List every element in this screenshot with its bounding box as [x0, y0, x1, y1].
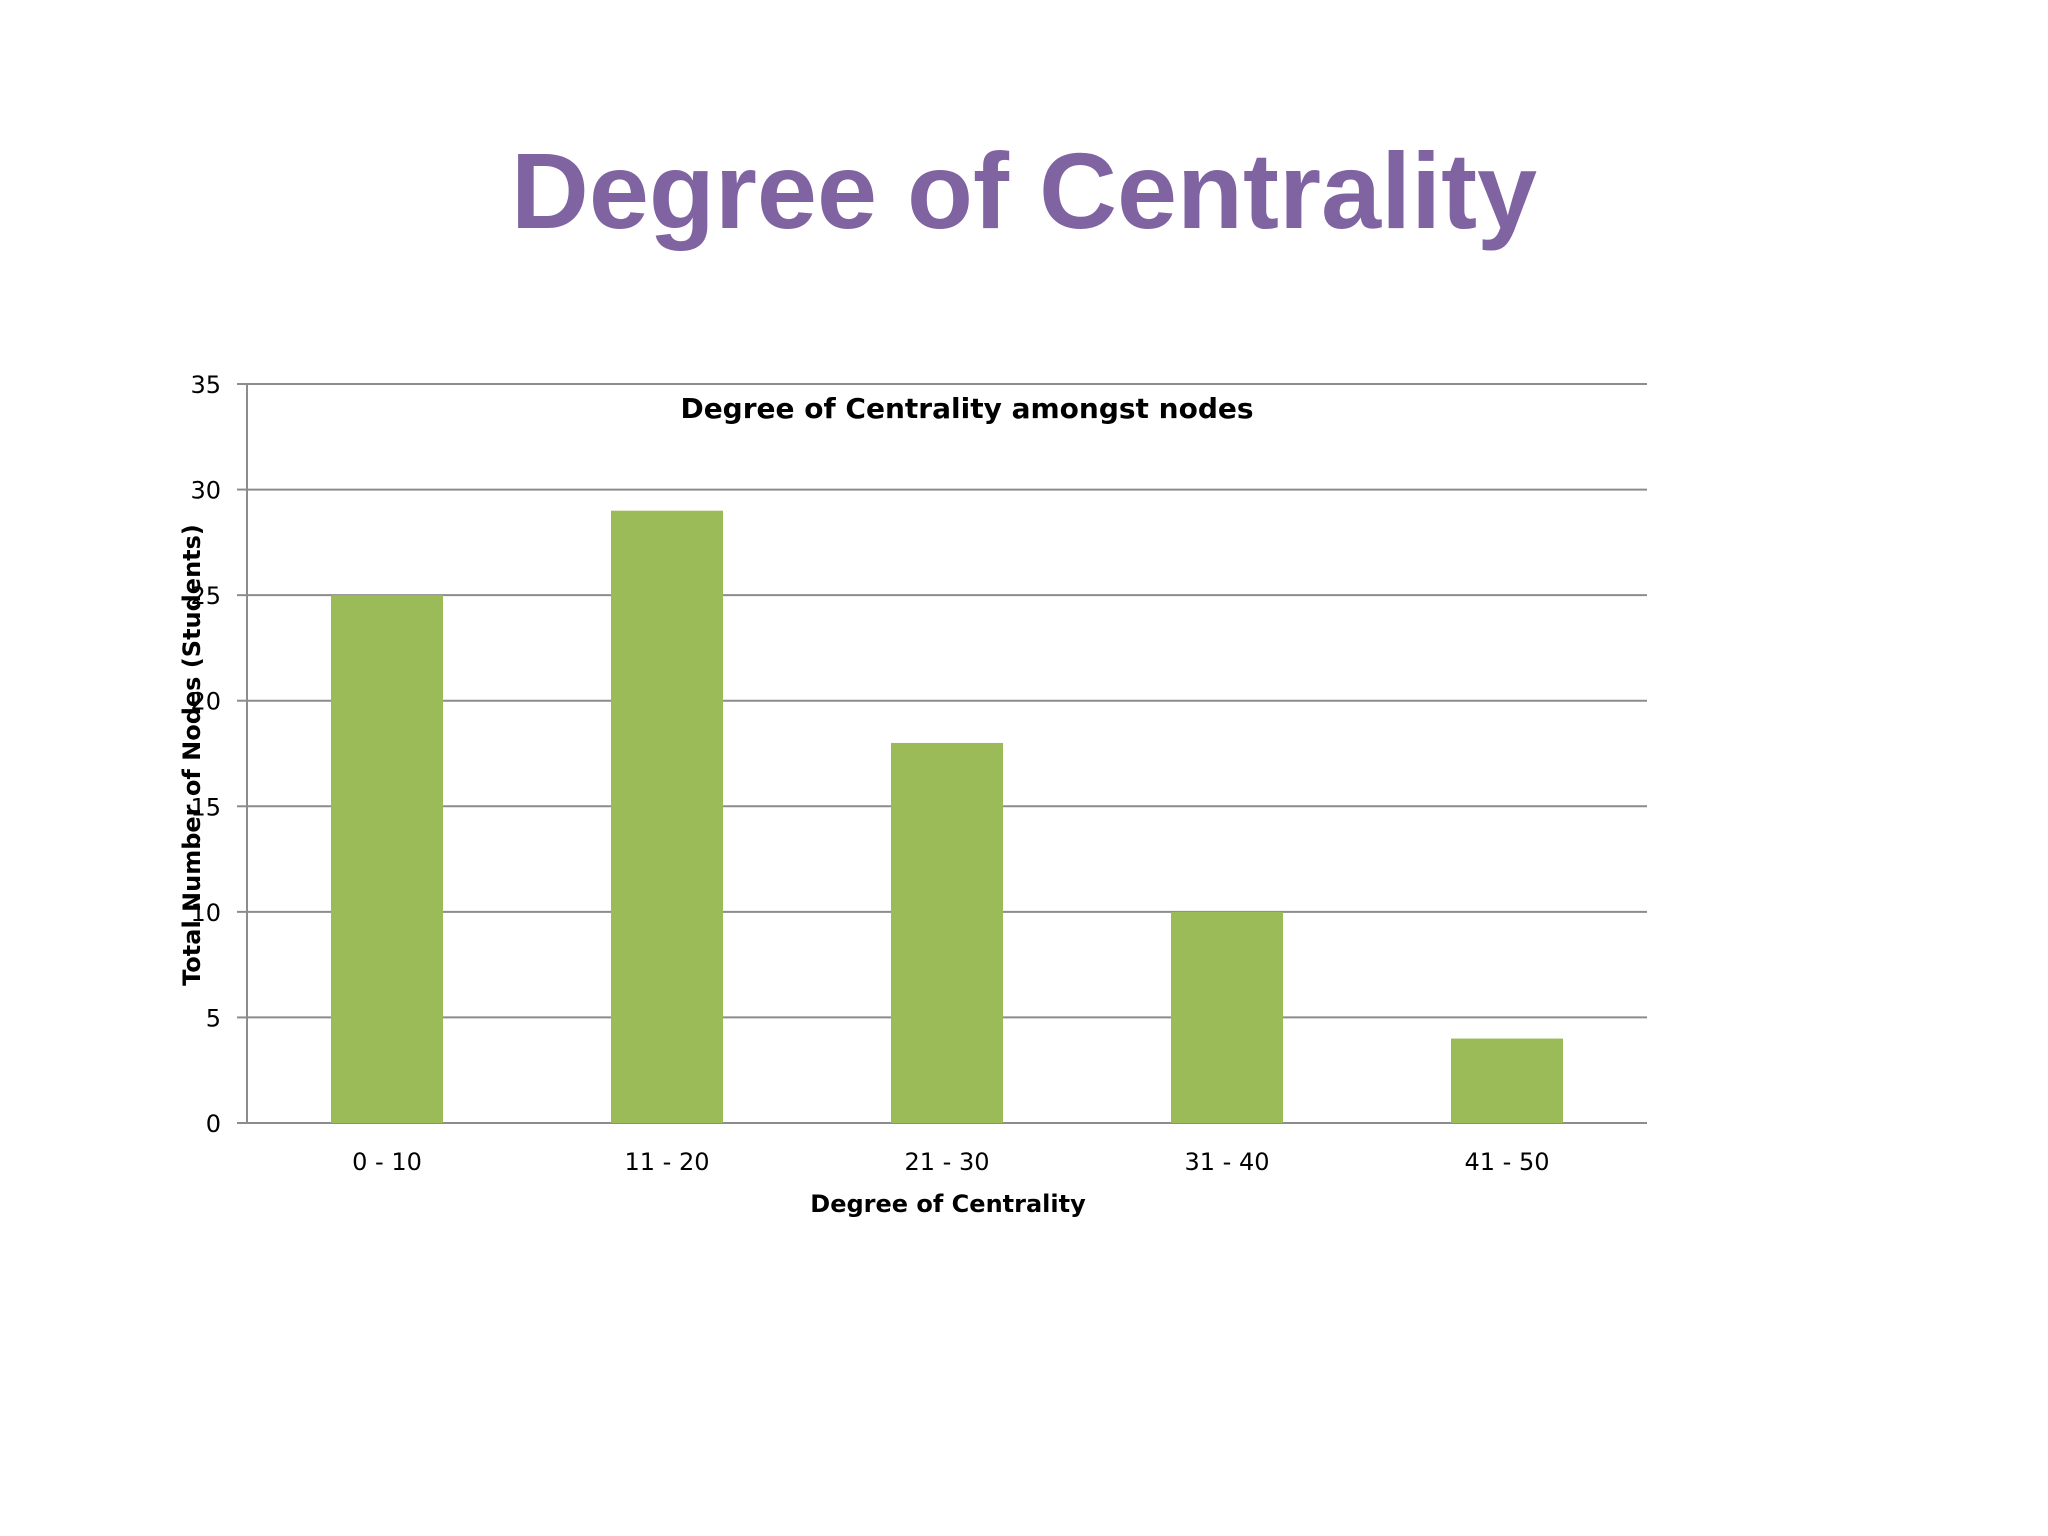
- y-tick-label: 15: [190, 793, 221, 821]
- x-tick-labels: 0 - 10 11 - 20 21 - 30 31 - 40 41 - 50: [352, 1148, 1549, 1176]
- slide-title: Degree of Centrality: [510, 130, 1538, 251]
- bars: [331, 510, 1563, 1124]
- y-tick-label: 35: [190, 371, 221, 399]
- x-axis-label: Degree of Centrality: [810, 1190, 1086, 1218]
- x-tick-label: 11 - 20: [625, 1148, 710, 1176]
- x-tick-label: 21 - 30: [905, 1148, 990, 1176]
- y-tick-label: 20: [190, 688, 221, 716]
- y-tick-label: 5: [206, 1004, 221, 1032]
- bar-11-20: [611, 510, 723, 1124]
- bar-41-50: [1451, 1038, 1563, 1123]
- x-tick-label: 0 - 10: [352, 1148, 422, 1176]
- bar-31-40: [1171, 911, 1283, 1123]
- x-tick-label: 31 - 40: [1185, 1148, 1270, 1176]
- chart-title: Degree of Centrality amongst nodes: [680, 392, 1253, 425]
- y-axis-label: Total Number of Nodes (Students): [178, 524, 206, 986]
- x-tick-label: 41 - 50: [1465, 1148, 1550, 1176]
- y-tick-label: 30: [190, 477, 221, 505]
- y-tick-labels: 0 5 10 15 20 25 30 35: [190, 371, 221, 1138]
- y-tick-label: 25: [190, 582, 221, 610]
- y-tick-label: 0: [206, 1110, 221, 1138]
- y-tick-label: 10: [190, 899, 221, 927]
- bar-0-10: [331, 595, 443, 1123]
- bar-21-30: [891, 742, 1003, 1123]
